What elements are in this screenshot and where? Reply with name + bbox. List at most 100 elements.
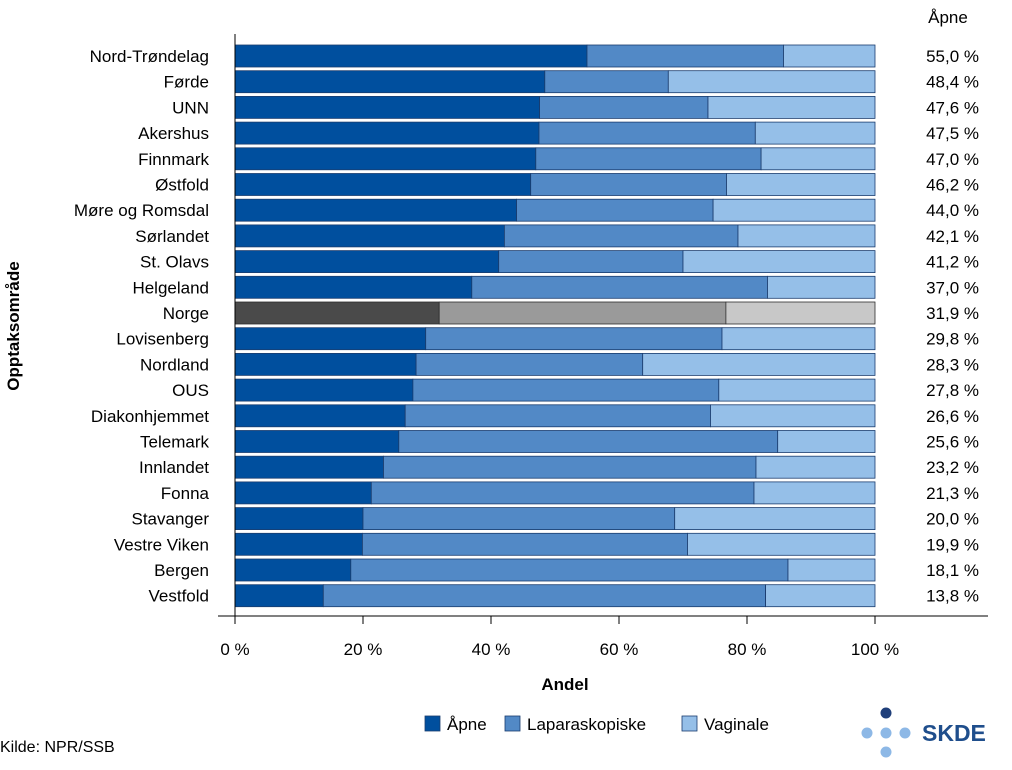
bar-stavanger-apne (234, 507, 364, 531)
bar-lovisenberg-apne (234, 327, 427, 351)
logo-text: SKDE (922, 720, 986, 746)
legend-label-laparaskopiske: Laparaskopiske (527, 715, 646, 734)
category-label: Fonna (161, 484, 210, 503)
bar-vestre-viken-vaginale (687, 532, 876, 556)
category-label: Helgeland (132, 278, 209, 297)
bar-ostfold-apne (234, 173, 532, 196)
category-labels-layer: Nord-Trøndelag Førde UNN Akershus Finnmark Øs… (74, 47, 210, 606)
category-label: Førde (164, 73, 209, 92)
bar-finnmark-apne (234, 147, 537, 171)
x-tick-label: 80 % (728, 640, 767, 659)
category-label: Vestre Viken (114, 535, 209, 554)
value-label: 55,0 % (926, 47, 979, 66)
bar-innlandet-laparaskopiske (383, 455, 757, 479)
value-label: 48,4 % (926, 73, 979, 92)
bar-vestfold-vaginale (765, 584, 876, 608)
bar-nordland-apne (234, 352, 417, 376)
logo-dot-center (880, 727, 892, 739)
y-axis-title: Opptaksområde (4, 261, 23, 390)
category-label: Telemark (140, 433, 209, 452)
category-label: Akershus (138, 124, 209, 143)
bar-lovisenberg-laparaskopiske (425, 327, 723, 351)
bar-unn-apne (234, 96, 541, 119)
category-label: Østfold (155, 176, 209, 195)
bars-layer (234, 44, 876, 608)
value-label: 27,8 % (926, 381, 979, 400)
bar-diakonhjemmet-laparaskopiske (404, 404, 711, 428)
bar-diakonhjemmet-vaginale (710, 404, 876, 428)
axes-layer (218, 34, 988, 617)
category-label: Bergen (154, 561, 209, 580)
bar-bergen-laparaskopiske (350, 558, 789, 582)
x-tick-label: 20 % (344, 640, 383, 659)
bar-ostfold-vaginale (726, 173, 876, 196)
bar-helgeland-apne (234, 275, 473, 299)
logo-dot-left (861, 727, 873, 739)
bar-vestfold-laparaskopiske (322, 584, 766, 608)
category-label: Møre og Romsdal (74, 201, 209, 220)
bar-vestfold-apne (234, 584, 324, 608)
bar-st-olavs-vaginale (682, 250, 876, 274)
bar-telemark-laparaskopiske (398, 430, 779, 453)
bar-vestre-viken-laparaskopiske (361, 532, 688, 556)
bar-sorlandet-apne (234, 224, 505, 248)
bar-st-olavs-laparaskopiske (498, 250, 684, 274)
category-label: Nord-Trøndelag (90, 47, 209, 66)
category-label: Sørlandet (135, 227, 209, 246)
value-label: 28,3 % (926, 355, 979, 374)
value-label: 44,0 % (926, 201, 979, 220)
value-label: 47,5 % (926, 124, 979, 143)
value-label: 19,9 % (926, 535, 979, 554)
legend-swatch-apne (424, 715, 441, 732)
bar-bergen-apne (234, 558, 352, 582)
bar-diakonhjemmet-apne (234, 404, 406, 428)
logo-dot-bottom (880, 746, 892, 758)
value-label: 25,6 % (926, 433, 979, 452)
bar-more-og-romsdal-vaginale (712, 198, 876, 222)
bar-nord-trondelag-vaginale (783, 44, 876, 68)
bar-fonna-vaginale (753, 481, 876, 505)
legend: Åpne Laparaskopiske Vaginale (424, 715, 769, 734)
logo-dot-right (899, 727, 911, 739)
x-tick-label: 40 % (472, 640, 511, 659)
bar-telemark-apne (234, 430, 400, 453)
category-label: Nordland (140, 355, 209, 374)
bar-fonna-laparaskopiske (370, 481, 755, 505)
bar-forde-laparaskopiske (544, 70, 669, 94)
bar-akershus-apne (234, 121, 540, 145)
bar-stavanger-laparaskopiske (362, 507, 676, 531)
category-label: Finnmark (138, 150, 209, 169)
value-label: 29,8 % (926, 330, 979, 349)
bar-st-olavs-apne (234, 250, 500, 274)
bar-nordland-laparaskopiske (415, 352, 644, 376)
value-label: 21,3 % (926, 484, 979, 503)
value-label: 13,8 % (926, 587, 979, 606)
bar-lovisenberg-vaginale (721, 327, 876, 351)
category-label: Lovisenberg (116, 330, 209, 349)
bar-telemark-vaginale (777, 430, 876, 453)
x-ticks-layer: 0 % 20 % 40 % 60 % 80 % 100 % (220, 616, 899, 659)
value-label: 20,0 % (926, 510, 979, 529)
x-tick-label: 0 % (220, 640, 249, 659)
bar-vestre-viken-apne (234, 532, 363, 556)
bar-nord-trondelag-laparaskopiske (586, 44, 784, 68)
bar-stavanger-vaginale (674, 507, 876, 531)
value-label: 37,0 % (926, 278, 979, 297)
bar-akershus-vaginale (754, 121, 876, 145)
bar-ous-laparaskopiske (412, 378, 720, 402)
logo-dot-top (880, 707, 892, 719)
value-label: 26,6 % (926, 407, 979, 426)
bar-bergen-vaginale (787, 558, 876, 582)
category-label: Innlandet (139, 458, 209, 477)
value-label: 18,1 % (926, 561, 979, 580)
legend-swatch-vaginale (681, 715, 698, 732)
bar-forde-vaginale (667, 70, 876, 94)
category-label: UNN (172, 98, 209, 117)
bar-forde-apne (234, 70, 546, 94)
bar-finnmark-vaginale (760, 147, 876, 171)
value-label: 23,2 % (926, 458, 979, 477)
category-label: Norge (163, 304, 209, 323)
category-label: Diakonhjemmet (91, 407, 209, 426)
x-axis-title: Andel (541, 675, 588, 694)
